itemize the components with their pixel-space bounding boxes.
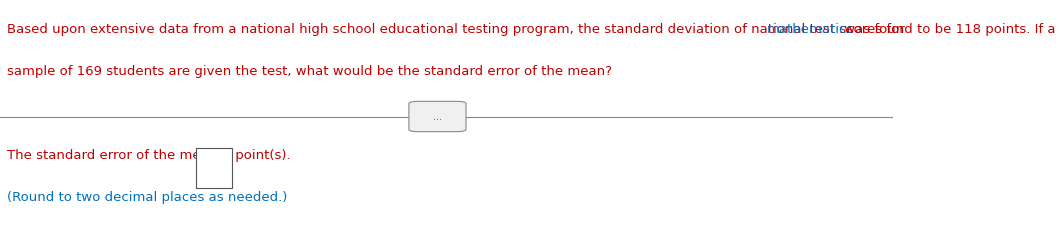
Text: The standard error of the mean is: The standard error of the mean is (7, 149, 236, 162)
Text: sample of 169 students are given the test, what would be the standard error of t: sample of 169 students are given the tes… (7, 65, 612, 78)
FancyBboxPatch shape (409, 101, 466, 132)
Text: mathematics: mathematics (766, 23, 854, 36)
Text: ...: ... (432, 112, 442, 121)
Text: (Round to two decimal places as needed.): (Round to two decimal places as needed.) (7, 191, 287, 204)
FancyBboxPatch shape (196, 148, 231, 188)
Text: point(s).: point(s). (231, 149, 290, 162)
Text: Based upon extensive data from a national high school educational testing progra: Based upon extensive data from a nationa… (7, 23, 909, 36)
Text: was found to be 118 points. If a: was found to be 118 points. If a (841, 23, 1056, 36)
